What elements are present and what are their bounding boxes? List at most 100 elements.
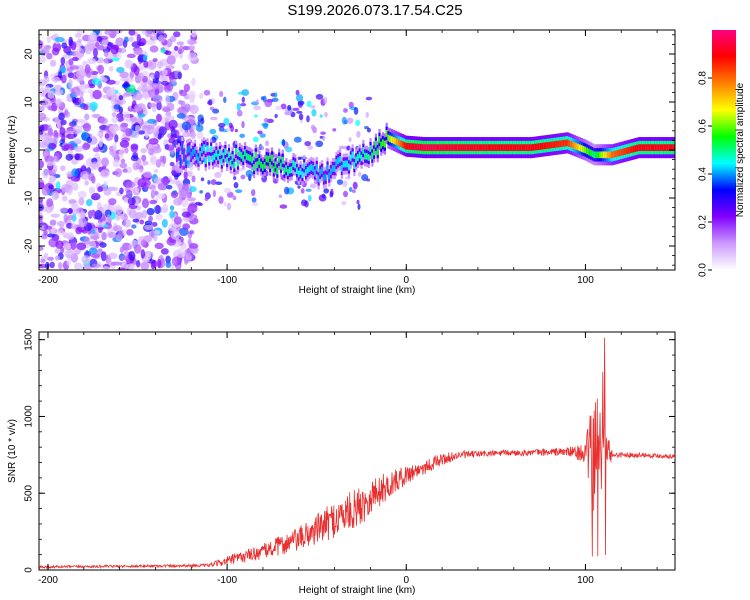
spectrogram-ridge-cell [469, 144, 472, 151]
spectrogram-cell [70, 175, 81, 182]
spectrogram-ridge-cell [369, 145, 372, 153]
spectrogram-ridge-cell [276, 167, 279, 175]
spectrogram-cells [39, 30, 675, 270]
spectrogram-cell [127, 197, 136, 206]
spectrogram-cell [178, 53, 184, 59]
spectrogram-ridge-cell [340, 164, 343, 172]
spectrogram-ridge-cell [408, 143, 412, 150]
spectrogram-cell [143, 91, 150, 100]
spectrogram-cell [119, 187, 124, 195]
spectrogram-ridge-cell [457, 144, 460, 151]
spectrogram-cell [158, 126, 167, 136]
spectrogram-cell [105, 79, 116, 85]
spectrogram-cell [200, 117, 205, 125]
spectrogram-cell [91, 263, 101, 268]
spectrogram-cell [141, 198, 150, 209]
spectrogram-ridge-cell [568, 140, 571, 147]
spectrogram-ridge-cell [312, 164, 315, 172]
spectrogram-ridge-cell [509, 144, 512, 151]
spectrogram-cell [68, 143, 75, 151]
spectrogram-cell [154, 87, 160, 96]
spectrogram-cell [156, 60, 163, 70]
spectrogram-cell [223, 187, 232, 194]
spectrogram-ridge-cell [602, 151, 605, 159]
spectrogram-ridge-cell [487, 144, 490, 151]
spectrogram-cell [110, 44, 119, 55]
spectrogram-ridge-cell [566, 139, 569, 147]
spectrogram-ridge-cell [536, 143, 539, 151]
spectrogram-ridge-cell [412, 143, 415, 151]
spectrogram-cell [92, 47, 98, 58]
spectrogram-cell [82, 142, 91, 151]
spectrogram-ridge-cell [304, 169, 308, 176]
spectrogram-ridge-cell [252, 164, 256, 171]
spectrogram-cell [146, 252, 152, 257]
spectrogram-cell [170, 79, 177, 84]
spectrogram-cell [71, 168, 79, 178]
spectrogram-cell [236, 102, 241, 111]
spectrogram-ridge-cell [299, 168, 302, 175]
spectrogram-cell [322, 135, 326, 142]
spectrogram-ridge-cell [433, 144, 437, 151]
spectrogram-ridge-cell [552, 141, 555, 149]
spectrogram-cell [114, 168, 122, 178]
spectrogram-cell [48, 175, 57, 183]
spectrogram-ridge-cell [303, 162, 306, 170]
spectrogram-cell [346, 145, 351, 151]
spectrogram-cell [187, 206, 196, 211]
spectrogram-cell [88, 186, 96, 195]
spectrogram-cell [358, 171, 362, 177]
spectrogram-ridge-cell [555, 140, 558, 148]
spectrogram-cell [142, 55, 148, 61]
spectrogram-ridge-cell [482, 144, 485, 151]
spectrogram-cell [87, 209, 95, 217]
spectrogram-cell [79, 84, 85, 90]
spectrogram-ridge-cell [269, 161, 272, 169]
spectrogram-cell [143, 177, 149, 182]
spectrogram-ridge-cell [217, 153, 220, 161]
spectrogram-ridge-cell [328, 172, 331, 180]
spectrogram-ridge-cell [231, 154, 234, 162]
spectrogram-cell [148, 102, 157, 108]
spectrogram-cell [161, 218, 168, 228]
spectrogram-cell [123, 36, 129, 43]
spectrogram-cell [102, 94, 110, 99]
spectrogram-cell [296, 110, 303, 114]
spectrogram-cell [273, 92, 278, 98]
spectrogram-cell [57, 262, 63, 270]
spectrogram-cell [304, 140, 312, 147]
spectrogram-cell [110, 96, 116, 105]
spectrogram-cell [134, 187, 140, 193]
spectrogram-cell [103, 189, 112, 196]
spectrogram-cell [84, 263, 91, 270]
spectrogram-cell [65, 128, 76, 134]
spectrogram-cell [83, 103, 89, 111]
spectrogram-ridge-cell [403, 141, 406, 149]
spectrogram-cell [278, 194, 283, 199]
spectrogram-cell [319, 114, 323, 118]
spectrogram-ridge-cell [559, 140, 562, 148]
spectrogram-cell [50, 76, 60, 82]
spectrogram-cell [97, 64, 105, 75]
spectrogram-ridge-cell [446, 144, 449, 151]
spectrogram-cell [122, 168, 128, 173]
x-tick-label: -200 [38, 575, 58, 586]
snr-x-ticks: -200 -100 0 100 [38, 332, 658, 586]
spectrogram-cell [155, 159, 162, 168]
spectrogram-cell [139, 219, 145, 225]
spectrogram-ridge-cell [414, 143, 417, 151]
spectrogram-cell [125, 263, 136, 270]
spectrogram-ridge-cell [342, 160, 345, 168]
spectrogram-ridge-cell [297, 170, 300, 178]
spectrogram-ridge-cell [614, 150, 618, 158]
spectrogram-cell [189, 243, 199, 249]
y-tick-label: 0 [24, 567, 35, 573]
spectrogram-cell [165, 144, 175, 151]
spectrogram-cell [97, 186, 103, 193]
spectrogram-cell [119, 162, 128, 169]
spectrogram-cell [162, 107, 171, 113]
spectrogram-cell [274, 113, 278, 119]
spectrogram-cell [140, 147, 148, 154]
spectrogram-cell [361, 174, 369, 182]
